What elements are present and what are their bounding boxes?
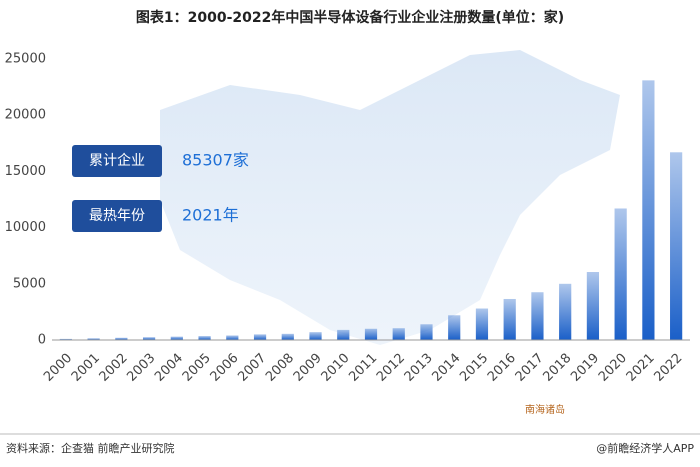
bar xyxy=(642,80,655,340)
bar xyxy=(392,328,405,340)
bar xyxy=(420,324,433,340)
bar xyxy=(364,328,378,340)
y-tick-label: 0 xyxy=(38,333,46,348)
bar xyxy=(475,308,489,340)
bar xyxy=(170,336,183,340)
annotation: 累计企业 85307家 最热年份 2021年 xyxy=(72,145,249,232)
bar xyxy=(281,333,294,340)
x-tick-label: 2002 xyxy=(97,351,131,385)
map-label: 南海诸岛 xyxy=(525,403,565,416)
y-tick-label: 15000 xyxy=(5,164,46,179)
x-tick-label: 2004 xyxy=(152,351,186,385)
bar xyxy=(253,334,267,340)
annotation-value: 85307家 xyxy=(182,151,249,170)
x-tick-label: 2009 xyxy=(291,351,325,385)
source: 资料来源：企查猫 前瞻产业研究院 xyxy=(6,441,175,455)
bar xyxy=(448,315,461,340)
x-tick-label: 2006 xyxy=(208,351,242,385)
y-tick-label: 25000 xyxy=(5,52,46,67)
x-tick-label: 2012 xyxy=(374,351,408,385)
annotation-label: 累计企业 xyxy=(89,152,145,169)
x-tick-label: 2007 xyxy=(235,351,269,385)
annotation-value: 2021年 xyxy=(182,206,239,225)
x-tick-label: 2013 xyxy=(402,351,436,385)
bar xyxy=(503,298,516,340)
x-tick-label: 2001 xyxy=(69,351,103,385)
x-tick-label: 2020 xyxy=(596,351,630,385)
x-tick-label: 2000 xyxy=(41,351,75,385)
bar xyxy=(337,329,350,340)
annotation-label: 最热年份 xyxy=(89,208,145,224)
chart-title: 图表1：2000-2022年中国半导体设备行业企业注册数量(单位：家) xyxy=(136,9,564,26)
y-tick-label: 20000 xyxy=(5,108,46,123)
bar xyxy=(586,271,600,340)
bar xyxy=(226,335,239,340)
annotation-box xyxy=(72,145,162,177)
x-tick-label: 2014 xyxy=(430,351,464,385)
x-tick-label: 2003 xyxy=(124,351,158,385)
x-tick-label: 2019 xyxy=(568,351,602,385)
y-tick-label: 5000 xyxy=(13,276,46,291)
x-tick-label: 2010 xyxy=(319,351,353,385)
x-tick-label: 2018 xyxy=(540,351,574,385)
bar xyxy=(59,338,72,340)
bar xyxy=(142,337,156,340)
bar xyxy=(559,283,572,340)
bar xyxy=(614,208,627,340)
bar xyxy=(531,292,544,340)
x-tick-label: 2011 xyxy=(346,351,380,385)
x-tick-label: 2021 xyxy=(624,351,658,385)
y-tick-label: 10000 xyxy=(5,220,46,235)
bar xyxy=(115,337,128,340)
credit: @前瞻经济学人APP xyxy=(596,441,694,455)
annotation-box xyxy=(72,200,162,232)
bar xyxy=(87,338,100,340)
map-background xyxy=(160,50,620,345)
x-tick-label: 2005 xyxy=(180,351,214,385)
x-tick-label: 2015 xyxy=(457,351,491,385)
bar xyxy=(198,336,211,340)
x-tick-label: 2022 xyxy=(651,351,685,385)
x-tick-label: 2008 xyxy=(263,351,297,385)
bar xyxy=(309,332,322,340)
x-tick-label: 2017 xyxy=(513,351,547,385)
bar xyxy=(670,152,683,340)
x-tick-label: 2016 xyxy=(485,351,519,385)
